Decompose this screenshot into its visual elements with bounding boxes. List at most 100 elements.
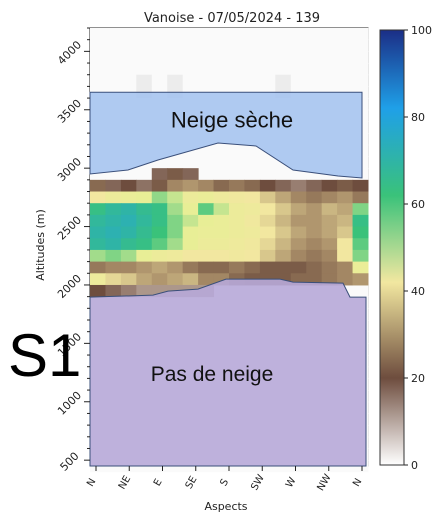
background-cell — [244, 51, 261, 64]
no-snow-label: Pas de neige — [151, 363, 274, 386]
background-cell — [259, 28, 276, 41]
heatmap-cell — [105, 249, 122, 263]
background-cell — [306, 74, 323, 87]
background-cell — [290, 28, 307, 41]
heatmap-cell — [151, 226, 168, 239]
colorbar-tick-label: 20 — [411, 372, 425, 385]
heatmap-cell — [321, 238, 338, 251]
heatmap-cell — [259, 179, 276, 193]
heatmap-cell — [337, 214, 354, 228]
heatmap-cell — [321, 226, 338, 239]
heatmap-cell — [321, 203, 338, 216]
background-cell — [198, 63, 214, 76]
colorbar — [379, 29, 405, 466]
x-axis-label: Aspects — [204, 500, 247, 513]
background-cell — [151, 39, 168, 52]
background-cell — [275, 63, 292, 76]
heatmap-cell — [352, 273, 369, 286]
background-cell — [306, 28, 323, 41]
heatmap-cell — [105, 179, 122, 193]
background-cell — [275, 168, 292, 181]
heatmap-cell — [198, 226, 215, 239]
heatmap-cell — [136, 284, 153, 298]
heatmap-cell — [151, 238, 168, 251]
background-cell — [259, 39, 276, 52]
background-cell — [136, 51, 153, 64]
background-cell — [213, 51, 230, 64]
heatmap-cell — [182, 273, 199, 286]
heatmap-cell — [120, 284, 137, 298]
heatmap-cell — [120, 179, 137, 193]
background-cell — [105, 51, 122, 64]
background-cell — [337, 39, 353, 52]
overlay-label-s1: S1 — [8, 322, 82, 389]
heatmap-cell — [136, 249, 153, 263]
background-cell — [321, 74, 338, 87]
heatmap-cell — [213, 214, 230, 228]
background-cell — [90, 39, 106, 52]
heatmap-cell — [167, 273, 184, 286]
colorbar-tick-label: 60 — [411, 198, 425, 211]
x-tick-label: SE — [184, 475, 200, 491]
background-cell — [290, 63, 307, 76]
background-cell — [290, 51, 307, 64]
heatmap-cell — [198, 179, 215, 193]
heatmap-cell — [244, 226, 261, 239]
heatmap-cell — [167, 191, 184, 204]
background-cell — [151, 28, 168, 41]
heatmap-cell — [120, 191, 137, 204]
heatmap-cell — [182, 226, 199, 239]
background-cell — [244, 168, 261, 181]
heatmap-cell — [337, 249, 354, 263]
heatmap-cell — [306, 179, 323, 193]
background-cell — [337, 28, 353, 41]
background-cell — [120, 63, 137, 76]
x-tick-label: N — [85, 477, 98, 489]
heatmap-cell — [229, 249, 245, 263]
background-cell — [90, 51, 106, 64]
heatmap-cell — [182, 214, 199, 228]
heatmap-cell — [321, 249, 338, 263]
heatmap-cell — [259, 226, 276, 239]
heatmap-cell — [120, 226, 137, 239]
y-axis-label: Altitudes (m) — [34, 209, 47, 281]
background-cell — [229, 51, 245, 64]
heatmap-cell — [244, 261, 261, 274]
background-cell — [352, 28, 369, 41]
background-cell — [244, 39, 261, 52]
heatmap-cell — [213, 238, 230, 251]
heatmap-cell — [290, 191, 307, 204]
heatmap-cell — [182, 261, 199, 274]
heatmap-cell — [136, 238, 153, 251]
heatmap-cell — [213, 261, 230, 274]
background-cell — [136, 63, 153, 76]
background-cell — [244, 156, 261, 169]
heatmap-cell — [182, 179, 199, 193]
heatmap-cell — [306, 226, 323, 239]
heatmap-cell — [259, 238, 276, 251]
background-cell — [213, 39, 230, 52]
background-cell — [198, 156, 214, 169]
heatmap-cell — [90, 261, 106, 274]
heatmap-cell — [90, 214, 106, 228]
background-cell — [198, 74, 214, 87]
heatmap-cell — [182, 191, 199, 204]
background-cell — [229, 144, 245, 157]
heatmap-cell — [290, 249, 307, 263]
heatmap-cell — [337, 273, 354, 286]
heatmap-cell — [352, 191, 369, 204]
heatmap-cell — [306, 191, 323, 204]
background-cell — [136, 28, 153, 41]
background-cell — [120, 51, 137, 64]
background-cell — [229, 156, 245, 169]
heatmap-cell — [136, 203, 153, 216]
background-cell — [306, 51, 323, 64]
colorbar-ticks: 0 20 40 60 80 100 — [404, 24, 432, 472]
heatmap-cell — [105, 261, 122, 274]
heatmap-cell — [244, 249, 261, 263]
background-cell — [182, 28, 199, 41]
background-cell — [213, 144, 230, 157]
background-cell — [213, 168, 230, 181]
heatmap-cell — [352, 214, 369, 228]
